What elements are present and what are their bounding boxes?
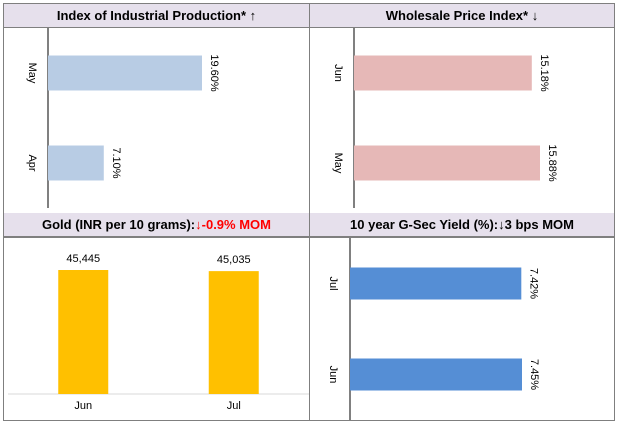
wpi-chart-bar-may xyxy=(354,145,540,181)
wpi-chart-category-label: May xyxy=(332,153,344,174)
gold-chart-bar-jun xyxy=(58,270,109,394)
gold-title-change: ↓-0.9% MOM xyxy=(195,217,271,232)
iip-title: Index of Industrial Production* ↑ xyxy=(4,4,309,28)
gsec-title: 10 year G-Sec Yield (%):↓3 bps MOM xyxy=(310,213,614,237)
wpi-title: Wholesale Price Index* ↓ xyxy=(310,4,614,28)
gsec-chart-category-label: Jul xyxy=(327,276,339,290)
gsec-chart-bar-jun xyxy=(350,358,522,391)
gold-title: Gold (INR per 10 grams): ↓-0.9% MOM xyxy=(4,213,309,237)
gold-chart-category-label: Jul xyxy=(227,400,241,412)
panel-divider-vertical xyxy=(309,3,310,421)
wpi-chart-category-label: Jun xyxy=(332,64,344,82)
gsec-chart: Jul 7.42% Jun 7.45% xyxy=(327,238,540,420)
gold-chart: 45,445 Jun 45,035 Jul xyxy=(8,253,309,412)
iip-chart-bar-may xyxy=(48,55,202,91)
gold-chart-data-label: 45,445 xyxy=(66,253,100,265)
iip-chart-category-label: May xyxy=(26,63,38,84)
panel-divider-horizontal xyxy=(3,237,615,238)
iip-chart-data-label: 7.10% xyxy=(110,147,122,178)
gold-chart-category-label: Jun xyxy=(74,400,92,412)
iip-chart-category-label: Apr xyxy=(26,154,38,171)
gsec-chart-category-label: Jun xyxy=(327,366,339,384)
wpi-chart-data-label: 15.88% xyxy=(546,144,558,182)
iip-chart: May 19.60% Apr 7.10% xyxy=(26,28,220,208)
wpi-chart-data-label: 15.18% xyxy=(538,54,550,92)
gold-chart-data-label: 45,035 xyxy=(217,254,251,266)
gsec-chart-data-label: 7.42% xyxy=(527,268,539,299)
wpi-chart-bar-jun xyxy=(354,55,532,91)
iip-chart-data-label: 19.60% xyxy=(208,54,220,92)
iip-chart-bar-apr xyxy=(48,145,104,181)
gold-chart-bar-jul xyxy=(208,271,259,394)
gsec-chart-bar-jul xyxy=(350,267,522,300)
wpi-chart: Jun 15.18% May 15.88% xyxy=(332,28,558,208)
gold-title-main: Gold (INR per 10 grams): xyxy=(42,217,196,232)
gsec-chart-data-label: 7.45% xyxy=(528,359,540,390)
